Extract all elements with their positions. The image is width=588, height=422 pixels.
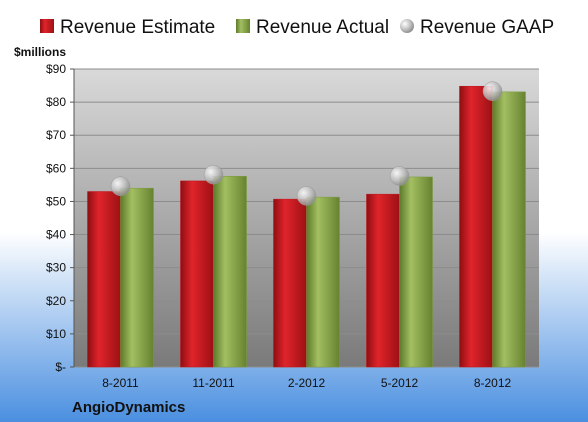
legend-label-gaap: Revenue GAAP xyxy=(420,17,554,38)
x-tick-label: 2-2012 xyxy=(288,376,326,390)
bar-revenue-actual xyxy=(213,176,247,368)
y-axis: $- $10 $20 $30 $40 $50 $60 $70 $80 $90 xyxy=(46,62,75,374)
y-tick-label: $40 xyxy=(46,228,66,242)
gaap-marker xyxy=(482,81,503,101)
gaap-marker xyxy=(110,176,131,196)
bar-revenue-estimate xyxy=(273,198,307,368)
gaap-markers xyxy=(110,81,503,206)
legend-swatch-estimate xyxy=(40,19,54,33)
x-tick-label: 8-2012 xyxy=(474,376,512,390)
bar-revenue-actual xyxy=(306,196,340,368)
bar-revenue-actual xyxy=(399,176,433,368)
x-tick-label: 8-2011 xyxy=(102,376,139,390)
y-tick-label: $30 xyxy=(46,261,66,275)
y-tick-label: $90 xyxy=(46,62,66,76)
y-tick-label: $- xyxy=(55,360,66,374)
bar-revenue-estimate xyxy=(180,180,214,368)
legend-label-estimate: Revenue Estimate xyxy=(60,17,215,38)
x-axis-labels: 8-2011 11-2011 2-2012 5-2012 8-2012 xyxy=(102,376,511,390)
legend-swatch-gaap xyxy=(400,19,414,33)
legend-label-actual: Revenue Actual xyxy=(256,17,389,38)
bar-revenue-estimate xyxy=(366,193,400,368)
gaap-marker xyxy=(389,166,410,186)
gaap-marker xyxy=(296,186,317,206)
y-tick-label: $60 xyxy=(46,161,66,175)
y-tick-label: $50 xyxy=(46,194,66,208)
bar-revenue-actual xyxy=(120,187,154,368)
company-name: AngioDynamics xyxy=(72,399,185,416)
unit-label: $millions xyxy=(14,45,66,59)
y-tick-label: $10 xyxy=(46,327,66,341)
bar-revenue-estimate xyxy=(87,191,121,368)
bar-revenue-estimate xyxy=(459,85,493,368)
bar-revenue-actual xyxy=(492,91,526,368)
legend-swatch-actual xyxy=(236,19,250,33)
gaap-marker xyxy=(203,164,224,185)
x-tick-label: 5-2012 xyxy=(381,376,419,390)
y-tick-label: $70 xyxy=(46,128,66,142)
legend: Revenue Estimate Revenue Actual Revenue … xyxy=(40,17,554,38)
y-tick-label: $20 xyxy=(46,294,66,308)
x-tick-label: 11-2011 xyxy=(192,376,235,390)
y-tick-label: $80 xyxy=(46,95,66,109)
bars xyxy=(87,85,526,368)
